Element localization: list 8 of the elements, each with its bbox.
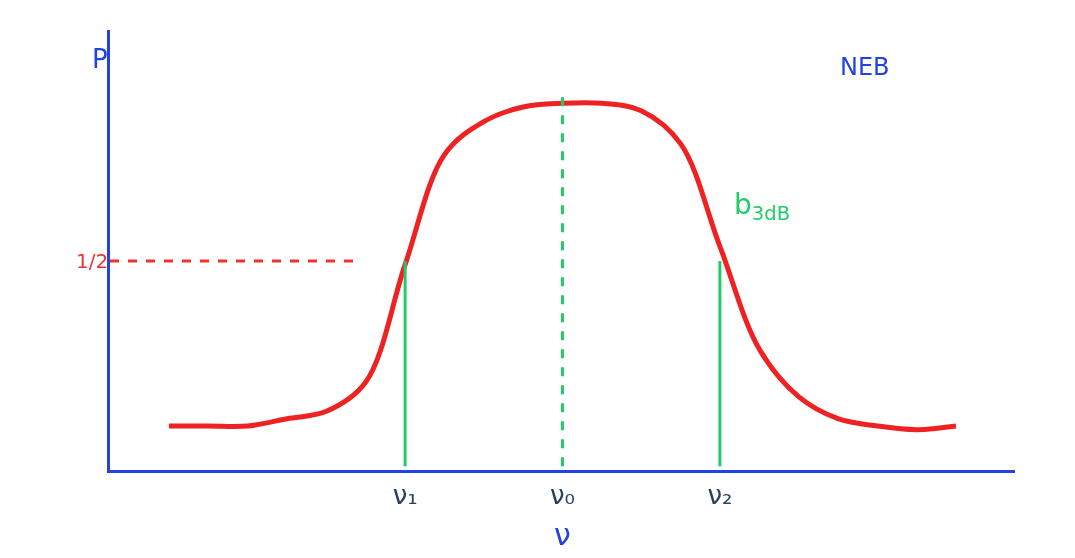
x-tick-label: ν₂ [707,480,733,511]
ref-line-label: 1/2 [76,249,109,273]
annotation: b$_{3dB}$ [734,188,791,225]
y-axis-title: P [92,44,108,74]
x-axis-title: ν [554,516,571,552]
text: NEB [840,53,890,81]
x-tick-label: ν₀ [550,480,575,511]
x-tick-label: ν₁ [392,480,418,511]
